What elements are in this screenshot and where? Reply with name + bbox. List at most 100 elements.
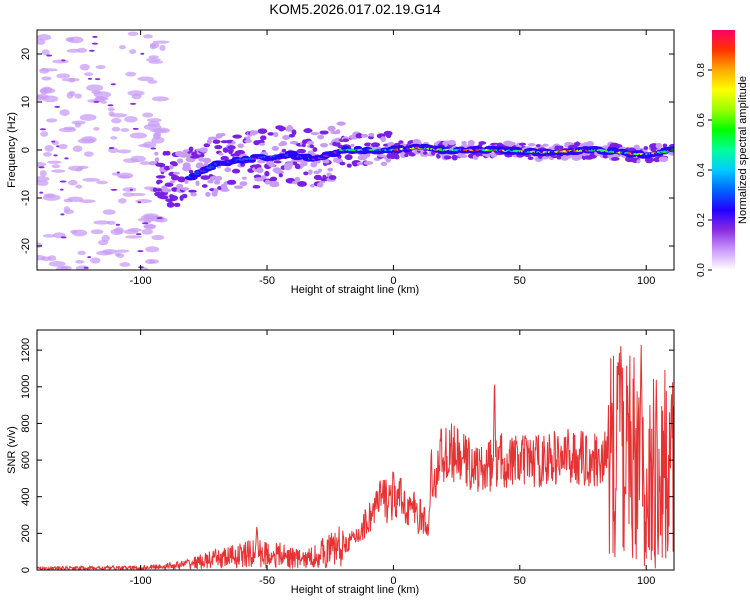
spectrogram-cloud-cell [291, 129, 297, 136]
spectrogram-cloud-cell [233, 185, 244, 189]
spectrogram-x-tick-label: 100 [637, 275, 655, 287]
spectrogram-y-tick-label: -20 [20, 238, 32, 254]
spectrogram-noise-cell [108, 146, 115, 149]
spectrogram-noise-cell [107, 104, 114, 107]
spectrogram-cloud-cell [350, 143, 355, 147]
spectrogram-noise-cell [140, 52, 145, 55]
spectrogram-noise-cell [87, 77, 92, 80]
spectrogram-cloud-cell [214, 180, 221, 185]
snr-y-tick-label: 600 [20, 451, 32, 469]
spectrogram-noise-cell [106, 220, 116, 225]
spectrogram-cloud-cell [188, 189, 197, 193]
spectrogram-cloud-cell [282, 135, 291, 140]
spectrogram-noise-cell [108, 111, 115, 117]
spectrogram-noise-cell [42, 234, 56, 238]
spectrogram-cloud-cell [284, 162, 294, 168]
spectrogram-cloud-cell [181, 193, 188, 199]
spectrogram-cloud-cell [203, 143, 211, 148]
spectrogram-cloud-cell [173, 202, 181, 207]
spectrogram-noise-cell [59, 180, 67, 183]
spectrogram-cloud-cell [241, 176, 247, 180]
spectrogram-cloud-cell [313, 174, 322, 181]
spectrogram-cloud-cell [339, 161, 346, 166]
spectrogram-cloud-cell [326, 172, 332, 177]
spectrogram-noise-cell [43, 193, 56, 198]
spectrogram-noise-cell [63, 126, 76, 131]
spectrogram-noise-cell [92, 35, 98, 38]
spectrogram-noise-cell [37, 162, 47, 167]
spectrogram-cloud-cell [422, 151, 428, 155]
spectrogram-x-label: Height of straight line (km) [291, 284, 419, 296]
spectrogram-noise-cell [79, 114, 97, 121]
spectrogram-cloud-cell [301, 143, 306, 148]
spectrogram-noise-cell [131, 93, 142, 100]
spectrogram-noise-cell [148, 55, 159, 59]
spectrogram-cloud-cell [317, 134, 325, 140]
spectrogram-cloud-cell [154, 151, 159, 156]
spectrogram-noise-cell [143, 223, 156, 230]
spectrogram-noise-cell [127, 90, 145, 96]
spectrogram-noise-cell [56, 73, 71, 79]
spectrogram-cloud-cell [310, 131, 320, 136]
spectrogram-cloud-cell [237, 143, 245, 149]
spectrogram-x-tick-label: -100 [130, 275, 152, 287]
spectrogram-noise-cell [150, 147, 157, 150]
spectrogram-noise-cell [95, 65, 106, 70]
spectrogram-noise-cell [39, 67, 50, 74]
spectrogram-noise-cell [129, 49, 137, 54]
spectrogram-noise-cell [53, 154, 58, 157]
spectrogram-cloud-cell [232, 134, 242, 139]
spectrogram-noise-cell [67, 36, 84, 44]
spectrogram-cloud-cell [557, 145, 564, 150]
spectrogram-cloud-cell [319, 130, 329, 135]
spectrogram-cloud-cell [296, 148, 307, 154]
spectrogram-cloud-cell [205, 191, 211, 197]
spectrogram-cloud-cell [171, 162, 178, 167]
spectrogram-cloud-cell [252, 130, 259, 135]
spectrogram-cloud-cell [327, 167, 334, 172]
spectrogram-noise-cell [120, 128, 130, 132]
spectrogram-cloud-cell [315, 160, 321, 164]
spectrogram-cloud-cell [264, 170, 270, 177]
spectrogram-noise-cell [116, 253, 125, 258]
snr-y-tick-label: 200 [20, 524, 32, 542]
spectrogram-noise-cell [40, 87, 49, 95]
spectrogram-cloud-cell [285, 127, 294, 132]
spectrogram-noise-cell [84, 72, 94, 77]
spectrogram-cloud-cell [228, 149, 234, 153]
spectrogram-noise-cell [148, 259, 160, 264]
spectrogram-cloud-cell [222, 147, 229, 153]
spectrogram-noise-cell [79, 63, 90, 71]
spectrogram-noise-cell [93, 91, 112, 98]
spectrogram-noise-cell [78, 199, 96, 204]
spectrogram-noise-cell [136, 233, 142, 236]
spectrogram-noise-cell [132, 127, 139, 130]
spectrogram-noise-cell [56, 145, 60, 148]
spectrogram-noise-cell [91, 42, 99, 45]
snr-y-tick-label: 0 [20, 567, 32, 573]
spectrogram-noise-cell [115, 223, 121, 226]
spectrogram-noise-cell [156, 216, 163, 219]
spectrogram-cloud-cell [368, 132, 375, 137]
spectrogram-y-tick-label: -10 [20, 190, 32, 206]
spectrogram-cloud-cell [461, 140, 467, 145]
spectrogram-noise-cell [72, 145, 83, 152]
spectrogram-cloud-cell [190, 192, 197, 197]
spectrogram-noise-cell [122, 192, 135, 197]
spectrogram-noise-cell [83, 151, 94, 157]
spectrogram-cloud-cell [542, 156, 549, 160]
spectrogram-cloud-cell [177, 176, 186, 183]
spectrogram-noise-cell [124, 116, 138, 123]
spectrogram-cloud-cell [154, 157, 160, 162]
spectrogram-noise-cell [52, 59, 69, 64]
spectrogram-noise-cell [60, 213, 65, 216]
spectrogram-cloud-cell [355, 133, 364, 139]
spectrogram-noise-cell [51, 140, 56, 143]
spectrogram-cloud-cell [310, 161, 318, 168]
spectrogram-noise-cell [119, 45, 126, 50]
spectrogram-noise-cell [93, 220, 111, 225]
spectrogram-cloud-cell [327, 125, 336, 132]
spectrogram-cloud-cell [294, 176, 301, 182]
spectrogram-noise-cell [146, 118, 162, 123]
snr-panel: -100 -50 0 50 100 0 200 400 600 800 1000 1200 Heig… [6, 329, 675, 596]
